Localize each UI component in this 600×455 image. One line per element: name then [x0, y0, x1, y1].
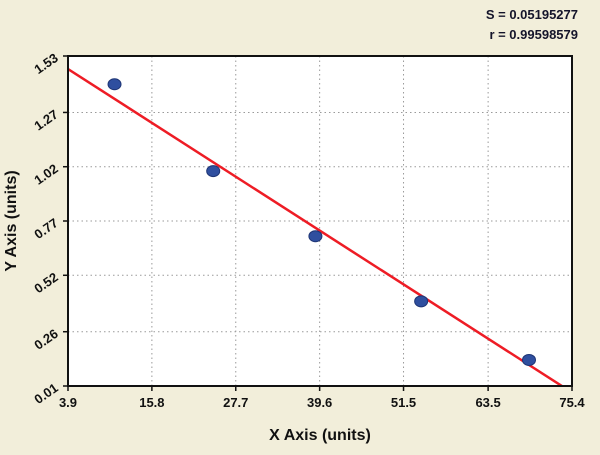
stat-s-value: S = 0.05195277 [485, 7, 578, 22]
y-tick-label: 0.77 [31, 215, 60, 242]
regression-line [68, 67, 565, 386]
plot-border [67, 55, 573, 387]
stats-annotation: S = 0.05195277 r = 0.99598579 [486, 5, 578, 45]
y-tick-label: 0.26 [31, 326, 60, 353]
y-tick-label: 0.01 [31, 380, 60, 407]
y-tick-label: 0.52 [31, 269, 60, 296]
y-tick-label: 1.02 [31, 161, 60, 188]
y-tick-label: 1.27 [31, 107, 60, 134]
y-axis-label: Y Axis (units) [3, 170, 20, 271]
x-tick-label: 63.5 [475, 395, 500, 410]
x-tick-label: 75.4 [559, 395, 585, 410]
data-point [107, 78, 122, 91]
data-point [414, 295, 429, 308]
x-tick-label: 27.7 [223, 395, 248, 410]
data-point [308, 230, 323, 243]
data-point [206, 165, 221, 178]
y-tick-label: 1.53 [31, 50, 60, 77]
data-point [522, 353, 537, 366]
x-tick-label: 39.6 [307, 395, 332, 410]
x-tick-label: 51.5 [391, 395, 416, 410]
x-tick-label: 15.8 [139, 395, 164, 410]
x-tick-label: 3.9 [59, 395, 77, 410]
stat-r-value: r = 0.99598579 [489, 27, 578, 43]
x-axis-label: X Axis (units) [269, 427, 371, 444]
